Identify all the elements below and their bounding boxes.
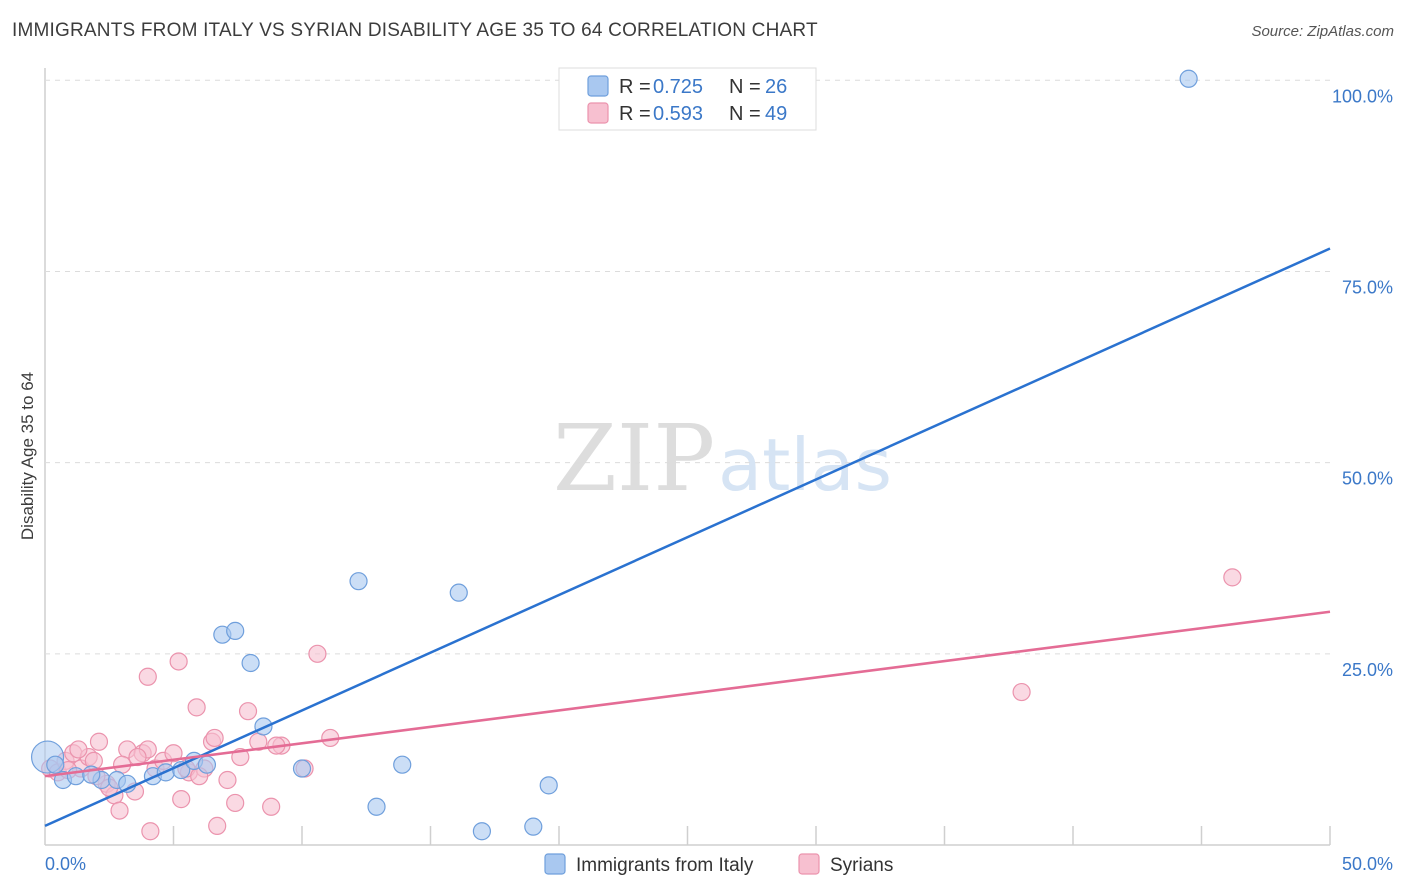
point-syrians-40 (205, 728, 224, 748)
point-syrians-35 (169, 652, 188, 671)
legend-r-label-syrians: R = (619, 103, 651, 125)
point-syrians-18 (172, 790, 191, 809)
x-axis-ticks (172, 826, 1331, 845)
point-syrians-48 (1223, 568, 1242, 587)
chart-source: Source: ZipAtlas.com (1251, 23, 1394, 40)
point-syrians-27 (238, 702, 258, 721)
legend-n-label-syrians: N = (729, 103, 761, 125)
point-italy-10 (197, 755, 217, 774)
y-tick-label-50: 50.0% (1342, 469, 1393, 489)
point-syrians-17 (164, 744, 183, 763)
point-italy-17 (367, 797, 386, 816)
legend-n-value-syrians: 49 (765, 103, 787, 125)
watermark: ZIP atlas (553, 405, 892, 512)
y-axis-label: Disability Age 35 to 64 (18, 372, 37, 540)
point-syrians-20 (187, 698, 206, 717)
point-italy-21 (524, 817, 543, 836)
point-syrians-47 (1012, 682, 1031, 702)
point-syrians-29 (262, 797, 281, 816)
x-tick-label-max: 50.0% (1342, 854, 1393, 874)
bottom-legend-swatch-italy (544, 853, 566, 875)
legend-n-value-italy: 26 (765, 76, 787, 98)
bottom-legend-swatch-syrians (798, 853, 820, 875)
y-tick-label-25: 25.0% (1342, 660, 1393, 680)
bottom-legend-label-italy: Immigrants from Italy (576, 855, 754, 876)
legend-r-value-syrians: 0.593 (653, 103, 703, 125)
point-italy-19 (449, 583, 468, 602)
point-syrians-23 (208, 816, 227, 835)
point-syrians-7 (89, 732, 109, 751)
trend-lines (44, 247, 1331, 828)
legend-r-value-italy: 0.725 (653, 76, 703, 98)
bottom-legend: Immigrants from Italy Syrians (544, 853, 893, 876)
point-syrians-24 (218, 770, 237, 790)
point-syrians-34 (138, 667, 157, 686)
point-italy-23 (1179, 69, 1198, 88)
point-syrians-25 (226, 793, 245, 813)
point-italy-15 (292, 759, 312, 778)
x-tick-label-min: 0.0% (45, 854, 86, 874)
watermark-atlas: atlas (718, 423, 892, 507)
y-tick-label-100: 100.0% (1332, 86, 1393, 106)
legend-r-label-italy: R = (619, 76, 651, 98)
bottom-legend-label-syrians: Syrians (830, 855, 893, 876)
chart-title: IMMIGRANTS FROM ITALY VS SYRIAN DISABILI… (12, 20, 818, 41)
point-italy-24 (46, 755, 65, 774)
legend-box: R = 0.725 N = 26 R = 0.593 N = 49 (558, 67, 817, 131)
point-italy-12 (226, 621, 245, 640)
point-syrians-43 (69, 740, 88, 759)
point-italy-20 (472, 822, 491, 841)
scatter-points (30, 69, 1242, 841)
point-syrians-32 (308, 644, 327, 663)
legend-swatch-italy (587, 75, 609, 97)
point-italy-18 (393, 755, 412, 774)
legend-n-label-italy: N = (729, 76, 761, 98)
point-italy-13 (241, 653, 260, 673)
trend-line-italy (44, 247, 1331, 828)
point-italy-16 (349, 572, 368, 591)
point-italy-22 (539, 776, 558, 795)
trend-line-syrians (44, 610, 1331, 778)
point-syrians-36 (141, 822, 160, 841)
y-tick-label-75: 75.0% (1342, 277, 1393, 297)
point-syrians-10 (110, 801, 129, 820)
y-axis-tick-labels: 25.0% 50.0% 75.0% 100.0% (1332, 86, 1393, 680)
legend-swatch-syrians (587, 102, 609, 124)
watermark-zip: ZIP (553, 405, 715, 512)
gridlines (45, 79, 1330, 655)
